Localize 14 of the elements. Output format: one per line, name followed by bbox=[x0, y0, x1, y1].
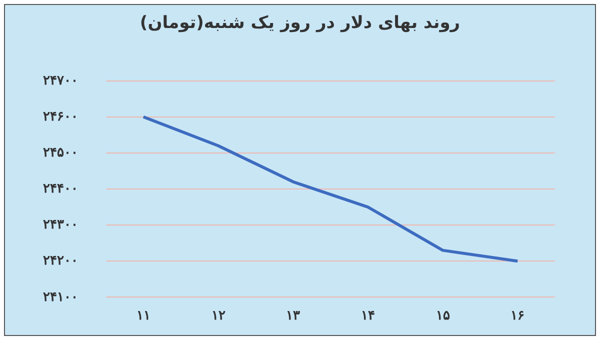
x-tick-label: ۱۵ bbox=[436, 308, 450, 323]
x-tick-label: ۱۳ bbox=[286, 308, 300, 323]
x-tick-label: ۱۶ bbox=[510, 308, 525, 323]
y-tick-label: ۲۴۲۰۰ bbox=[43, 252, 78, 268]
y-tick-label: ۲۴۴۰۰ bbox=[43, 180, 78, 196]
y-tick-label: ۲۴۵۰۰ bbox=[43, 144, 78, 160]
y-tick-label: ۲۴۱۰۰ bbox=[43, 288, 78, 304]
x-tick-label: ۱۴ bbox=[360, 308, 375, 323]
y-tick-label: ۲۴۶۰۰ bbox=[43, 108, 78, 124]
x-tick-label: ۱۲ bbox=[211, 308, 226, 323]
x-tick-label: ۱۱ bbox=[136, 308, 150, 323]
y-tick-label: ۲۴۷۰۰ bbox=[43, 72, 78, 88]
chart-title: روند بهای دلار در روز یک شنبه(تومان) bbox=[138, 13, 462, 33]
y-tick-label: ۲۴۳۰۰ bbox=[43, 216, 78, 232]
